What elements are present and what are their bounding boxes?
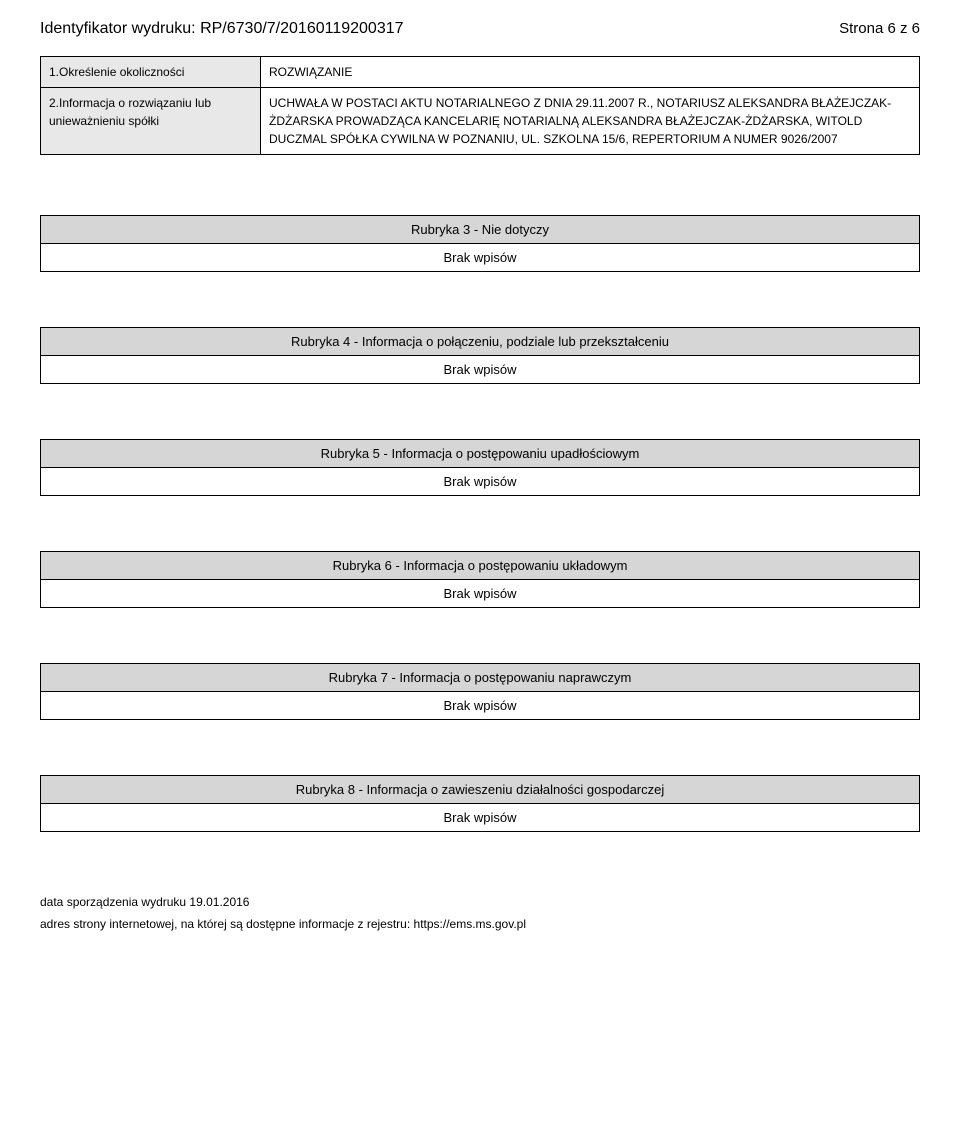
section-body: Brak wpisów [41, 804, 919, 831]
section-title: Rubryka 4 - Informacja o połączeniu, pod… [41, 328, 919, 356]
page-container: Identyfikator wydruku: RP/6730/7/2016011… [0, 0, 960, 965]
rubryka-section: Rubryka 5 - Informacja o postępowaniu up… [40, 439, 920, 496]
page-footer: data sporządzenia wydruku 19.01.2016 adr… [40, 892, 920, 935]
row-value: ROZWIĄZANIE [261, 57, 920, 88]
section-title: Rubryka 3 - Nie dotyczy [41, 216, 919, 244]
print-identifier: Identyfikator wydruku: RP/6730/7/2016011… [40, 20, 404, 38]
page-header: Identyfikator wydruku: RP/6730/7/2016011… [40, 20, 920, 38]
table-row: 1.Określenie okoliczności ROZWIĄZANIE [41, 57, 920, 88]
row-label: 1.Określenie okoliczności [41, 57, 261, 88]
rubryka-section: Rubryka 7 - Informacja o postępowaniu na… [40, 663, 920, 720]
section-body: Brak wpisów [41, 692, 919, 719]
table-row: 2.Informacja o rozwiązaniu lub unieważni… [41, 88, 920, 155]
row-label: 2.Informacja o rozwiązaniu lub unieważni… [41, 88, 261, 155]
section-title: Rubryka 8 - Informacja o zawieszeniu dzi… [41, 776, 919, 804]
section-title: Rubryka 6 - Informacja o postępowaniu uk… [41, 552, 919, 580]
section-title: Rubryka 7 - Informacja o postępowaniu na… [41, 664, 919, 692]
section-title: Rubryka 5 - Informacja o postępowaniu up… [41, 440, 919, 468]
rubryka-section: Rubryka 6 - Informacja o postępowaniu uk… [40, 551, 920, 608]
rubryka-section: Rubryka 3 - Nie dotyczy Brak wpisów [40, 215, 920, 272]
section-body: Brak wpisów [41, 356, 919, 383]
footer-url: adres strony internetowej, na której są … [40, 914, 920, 936]
row-value: UCHWAŁA W POSTACI AKTU NOTARIALNEGO Z DN… [261, 88, 920, 155]
rubryka-section: Rubryka 4 - Informacja o połączeniu, pod… [40, 327, 920, 384]
section-body: Brak wpisów [41, 468, 919, 495]
page-number: Strona 6 z 6 [839, 20, 920, 37]
section-body: Brak wpisów [41, 580, 919, 607]
footer-date: data sporządzenia wydruku 19.01.2016 [40, 892, 920, 914]
rubryka-section: Rubryka 8 - Informacja o zawieszeniu dzi… [40, 775, 920, 832]
section-body: Brak wpisów [41, 244, 919, 271]
main-info-table: 1.Określenie okoliczności ROZWIĄZANIE 2.… [40, 56, 920, 155]
